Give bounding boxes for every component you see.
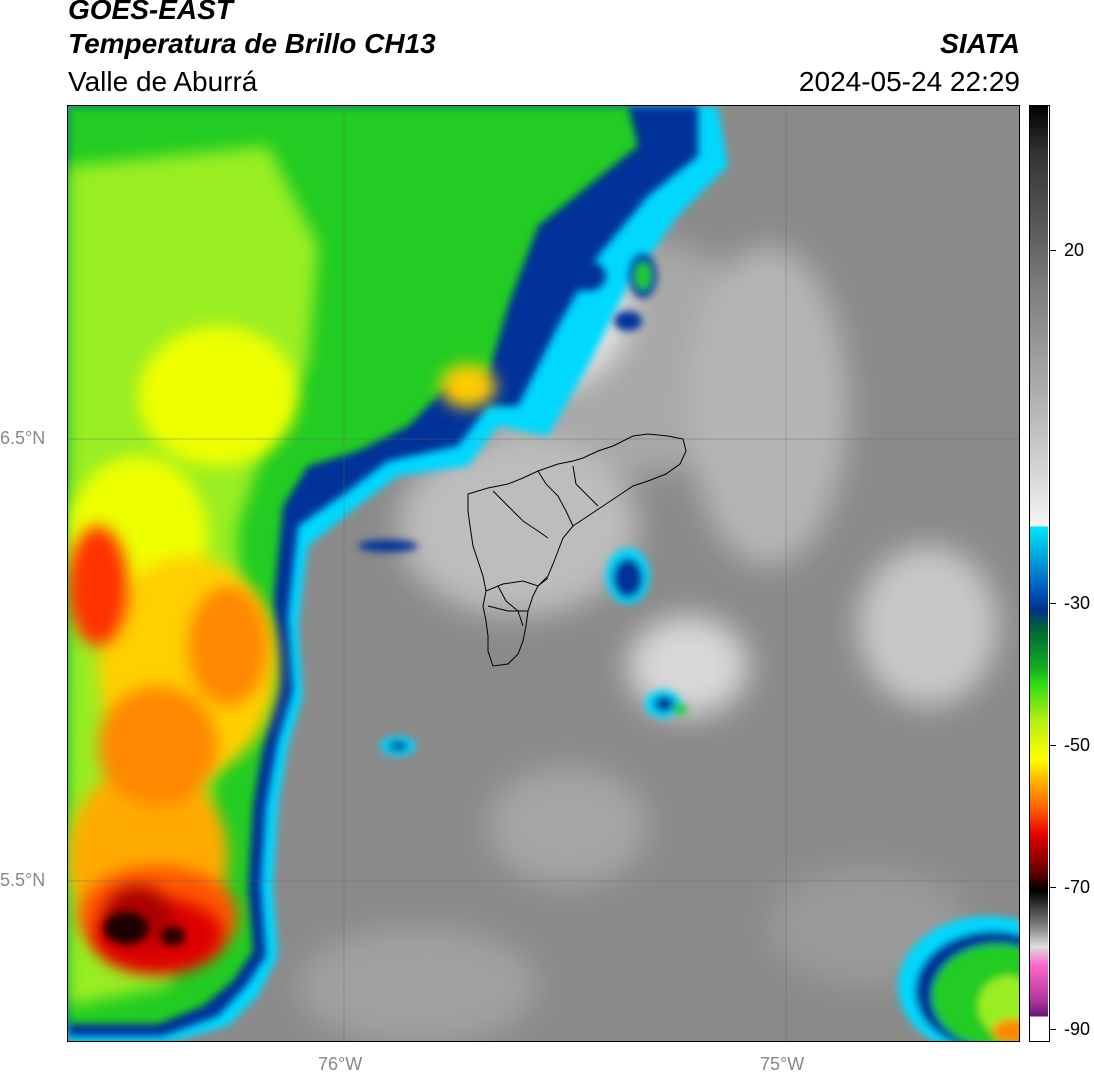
product-title: Temperatura de Brillo CH13	[68, 28, 436, 59]
colorbar-gradient	[1030, 106, 1048, 1040]
lat-label-6-5: 6.5°N	[0, 428, 46, 448]
lon-label-75w: 75°W	[760, 1054, 805, 1074]
satellite-map	[67, 105, 1020, 1042]
satellite-title: GOES-EAST	[68, 0, 233, 25]
lon-label-76w: 76°W	[318, 1054, 363, 1074]
datetime-label: 2024-05-24 22:29	[798, 66, 1020, 97]
region-label: Valle de Aburrá	[68, 66, 258, 97]
valle-de-aburra-boundary	[467, 433, 687, 667]
cloud-black-core	[104, 912, 185, 946]
org-label: SIATA	[940, 28, 1020, 59]
southeast-cloud	[898, 916, 1019, 1041]
colorbar	[1029, 105, 1050, 1042]
lat-label-5-5: 5.5°N	[0, 870, 46, 890]
isolated-cells	[358, 254, 687, 756]
graticule	[68, 106, 1019, 1041]
map-svg	[68, 106, 1019, 1041]
